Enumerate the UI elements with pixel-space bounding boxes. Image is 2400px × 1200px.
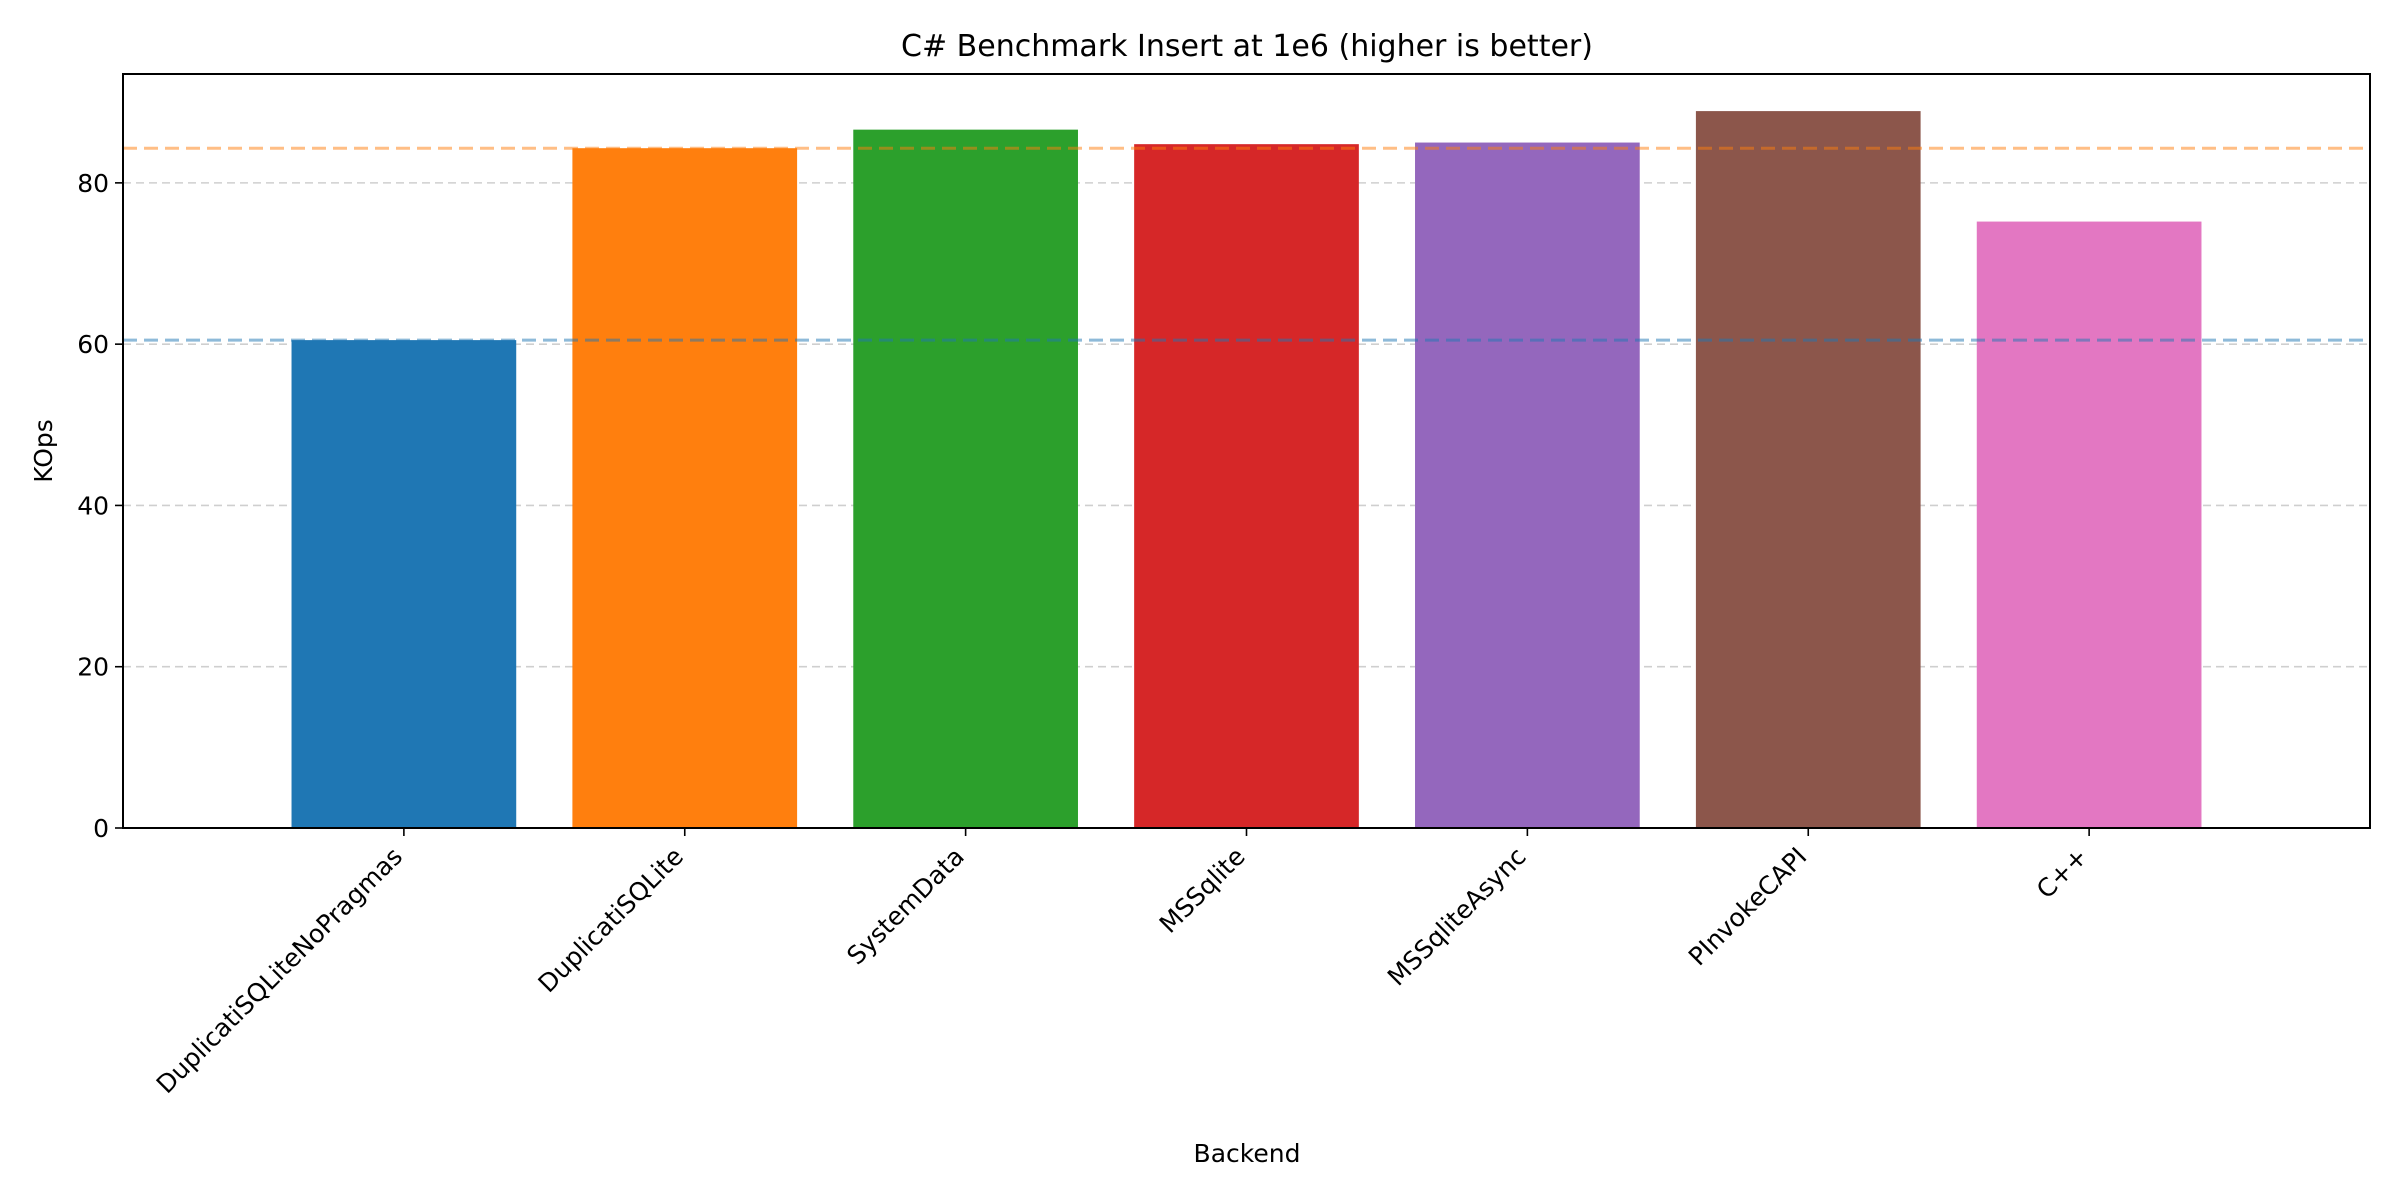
bars-layer (291, 111, 2202, 829)
y-tick-label: 60 (77, 330, 109, 359)
bar (1415, 142, 1640, 828)
x-axis: DuplicatiSQLiteNoPragmas DuplicatiSQLite S… (151, 828, 2093, 1099)
x-tick-label: PInvokeCAPI (1683, 842, 1813, 972)
y-tick-label: 40 (77, 491, 109, 520)
bar (1134, 144, 1359, 828)
reference-lines-layer (123, 146, 2370, 342)
bar (1695, 111, 1921, 828)
y-tick-label: 20 (77, 653, 109, 682)
y-axis-label: KOps (29, 419, 58, 483)
y-tick-label: 80 (77, 169, 109, 198)
y-axis: 0 20 40 60 80 (77, 169, 123, 843)
bar (291, 340, 517, 828)
bar (572, 148, 798, 828)
x-tick-label: MSSqliteAsync (1382, 842, 1532, 992)
y-tick-label: 0 (93, 814, 109, 843)
x-tick-label: DuplicatiSQLiteNoPragmas (151, 842, 408, 1099)
x-tick-label: DuplicatiSQLite (533, 842, 689, 998)
x-tick-label: MSSqlite (1154, 842, 1251, 939)
chart-title: C# Benchmark Insert at 1e6 (higher is be… (901, 29, 1593, 64)
x-axis-label: Backend (1194, 1139, 1301, 1168)
bar (853, 129, 1078, 829)
bar (1976, 221, 2202, 828)
x-tick-label: C++ (2031, 842, 2093, 904)
x-tick-label: SystemData (841, 842, 970, 971)
